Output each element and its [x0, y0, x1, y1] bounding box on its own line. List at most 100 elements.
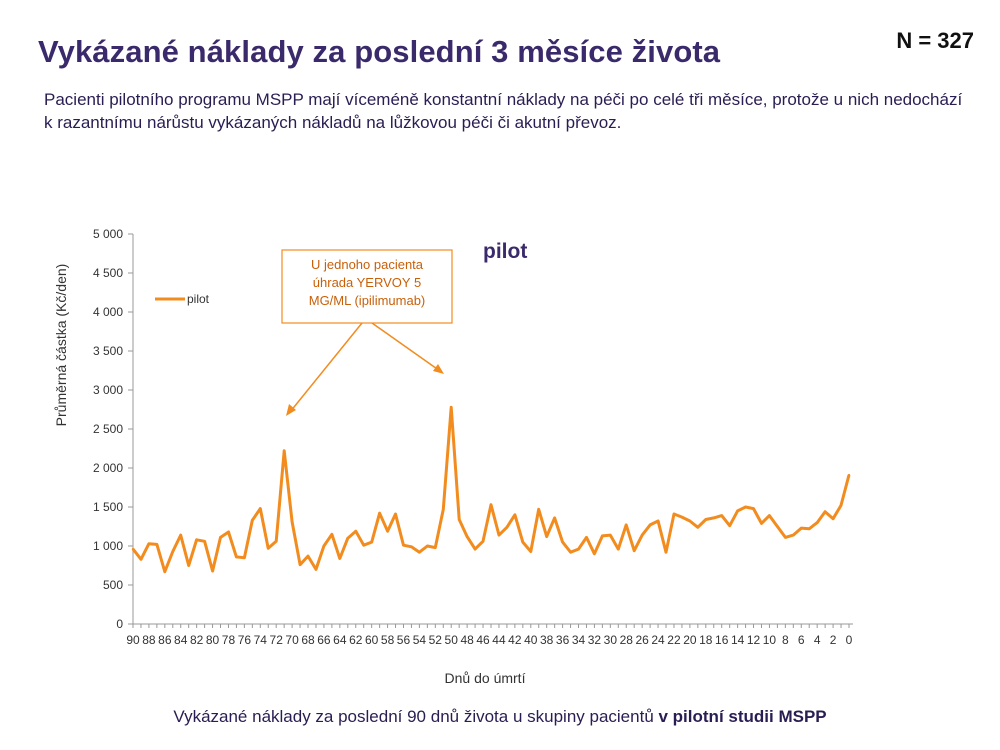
data-point	[322, 544, 326, 548]
annotation-arrowhead-left	[286, 404, 296, 416]
y-tick-label: 3 500	[93, 344, 123, 358]
data-point	[394, 512, 397, 516]
data-point	[131, 547, 135, 551]
data-point	[704, 518, 707, 521]
sample-size-label: N = 327	[896, 28, 974, 53]
data-point	[736, 509, 739, 513]
x-tick-label: 40	[524, 633, 538, 647]
data-point	[426, 544, 429, 548]
y-axis-ticks: 0 500 1 000 1 500 2 000 2 500 3 000 3 500 4 000 4…	[93, 227, 133, 631]
data-point	[330, 533, 334, 536]
data-point	[282, 449, 286, 453]
legend-label: pilot	[187, 292, 210, 306]
y-tick-label: 1 500	[93, 500, 123, 514]
x-tick-label: 10	[763, 633, 777, 647]
data-point	[752, 507, 755, 510]
data-point	[680, 515, 684, 519]
data-point	[346, 537, 349, 540]
data-point	[306, 554, 310, 558]
data-point	[203, 540, 206, 543]
annotation-arrow-right	[371, 322, 441, 372]
data-point	[728, 524, 731, 527]
data-point	[259, 507, 262, 510]
data-point	[402, 544, 405, 547]
x-tick-label: 84	[174, 633, 188, 647]
x-tick-label: 88	[142, 633, 156, 647]
data-point	[696, 526, 700, 529]
y-tick-label: 5 000	[93, 227, 123, 241]
x-tick-label: 52	[429, 633, 443, 647]
data-point	[831, 517, 835, 520]
data-point	[450, 405, 453, 409]
data-point	[609, 533, 612, 537]
x-tick-label: 20	[683, 633, 697, 647]
data-point	[648, 523, 652, 527]
data-point	[362, 544, 365, 547]
data-point	[672, 512, 676, 516]
annotation-text: U jednoho pacienta úhrada YERVOY 5 MG/ML (…	[309, 257, 426, 308]
x-tick-label: 38	[540, 633, 554, 647]
data-point	[275, 540, 278, 543]
x-tick-label: 46	[476, 633, 490, 647]
x-tick-label: 78	[222, 633, 236, 647]
data-point	[147, 542, 151, 545]
y-tick-label: 1 000	[93, 539, 123, 553]
x-tick-label: 24	[651, 633, 665, 647]
x-tick-label: 68	[301, 633, 315, 647]
data-point	[808, 527, 811, 531]
data-point	[481, 540, 485, 543]
y-tick-label: 0	[116, 617, 123, 631]
caption-bold-text: v pilotní studii MSPP	[658, 707, 827, 726]
data-point	[823, 510, 827, 513]
data-point	[290, 520, 294, 524]
x-tick-label: 70	[285, 633, 299, 647]
data-point	[712, 516, 715, 520]
annotation-arrow-left	[289, 322, 363, 413]
data-point	[179, 533, 182, 537]
data-point	[800, 526, 803, 530]
data-point	[227, 530, 230, 534]
data-point	[195, 538, 198, 541]
x-tick-label: 48	[460, 633, 474, 647]
data-point	[815, 521, 819, 524]
data-point	[847, 473, 851, 477]
y-tick-label: 3 000	[93, 383, 123, 397]
data-point	[354, 529, 357, 533]
data-point	[473, 547, 477, 551]
annotation-arrowhead-right	[433, 364, 444, 374]
data-point	[720, 514, 723, 517]
x-tick-label: 16	[715, 633, 729, 647]
x-tick-label: 14	[731, 633, 745, 647]
data-point	[505, 526, 509, 529]
page-title: Vykázané náklady za poslední 3 měsíce ži…	[38, 34, 721, 69]
y-axis-label: Průměrná částka (Kč/den)	[53, 264, 69, 427]
data-point	[457, 518, 461, 521]
data-point	[267, 547, 270, 550]
data-point	[187, 564, 190, 567]
data-point	[529, 550, 532, 553]
y-tick-label: 4 000	[93, 305, 123, 319]
data-point	[489, 503, 493, 506]
x-tick-label: 44	[492, 633, 506, 647]
data-point	[760, 522, 763, 525]
x-tick-label: 26	[635, 633, 649, 647]
x-axis-ticks: 90 88 86 84 82 80 78 76 74 72 70 68 66 64 62 60 58 56 54 52…	[126, 624, 853, 647]
x-tick-label: 60	[365, 633, 379, 647]
x-tick-label: 74	[254, 633, 268, 647]
data-point	[545, 535, 548, 538]
y-tick-label: 500	[103, 578, 123, 592]
x-tick-label: 56	[397, 633, 411, 647]
data-point	[155, 543, 159, 546]
data-point	[664, 551, 668, 554]
series-points	[131, 405, 851, 573]
x-tick-label: 2	[830, 633, 837, 647]
data-point	[521, 540, 525, 544]
x-tick-label: 8	[782, 633, 789, 647]
data-point	[235, 555, 238, 559]
x-tick-label: 32	[588, 633, 602, 647]
data-point	[640, 533, 644, 537]
data-point	[442, 508, 445, 511]
data-point	[569, 551, 572, 554]
page-subtitle: Pacienti pilotního programu MSPP mají ví…	[44, 90, 963, 132]
data-point	[370, 540, 373, 544]
